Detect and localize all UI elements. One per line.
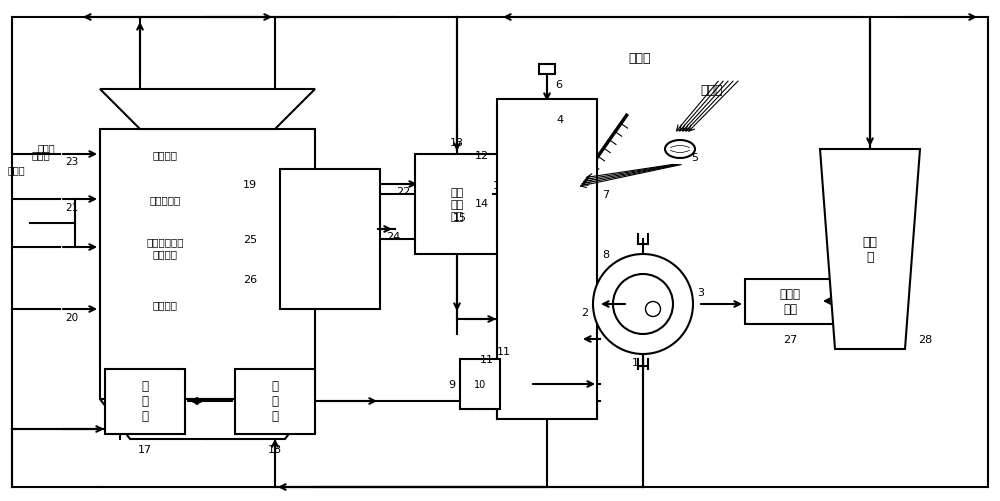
Text: 烟煤、污泥、
废气分解: 烟煤、污泥、 废气分解: [146, 237, 184, 259]
Bar: [415, 155, 500, 255]
Text: 燃尽风: 燃尽风: [8, 165, 26, 175]
Text: 22: 22: [396, 187, 410, 196]
Text: 5: 5: [692, 153, 698, 163]
Text: 11: 11: [480, 354, 494, 364]
Circle shape: [593, 255, 693, 354]
Text: 11: 11: [497, 346, 511, 356]
Text: 冷凝
回水
装置: 冷凝 回水 装置: [450, 188, 464, 221]
Text: 24: 24: [386, 231, 400, 241]
Text: 12: 12: [475, 151, 489, 161]
Bar: [497, 100, 597, 419]
Text: 23: 23: [65, 157, 79, 167]
Text: 磨
煤
机: 磨 煤 机: [272, 380, 279, 423]
Text: 烟煤着火: 烟煤着火: [153, 300, 178, 310]
Text: 13: 13: [450, 138, 464, 148]
Polygon shape: [100, 90, 315, 130]
Text: 燃尽风: 燃尽风: [31, 150, 50, 160]
Text: 21: 21: [65, 202, 79, 212]
Text: 燃烧燃尽: 燃烧燃尽: [153, 150, 178, 160]
Text: 水净化
装置: 水净化 装置: [779, 288, 800, 315]
Text: 7: 7: [602, 189, 609, 199]
Bar: [100, 130, 315, 399]
Text: 26: 26: [243, 275, 257, 285]
Text: 10: 10: [474, 379, 486, 389]
Text: 18: 18: [268, 444, 282, 454]
Text: 16: 16: [602, 326, 616, 336]
Text: 冷却
塔: 冷却 塔: [862, 235, 878, 264]
Text: 25: 25: [243, 234, 257, 244]
Bar: [235, 369, 315, 434]
Text: 27: 27: [783, 334, 797, 344]
Text: 太阳光: 太阳光: [701, 83, 723, 96]
Text: 12: 12: [493, 181, 507, 190]
Bar: [539, 65, 555, 75]
Polygon shape: [820, 150, 920, 349]
Text: 9: 9: [448, 379, 456, 389]
Text: 14: 14: [475, 198, 489, 208]
Text: 28: 28: [918, 334, 932, 344]
Bar: [745, 280, 835, 324]
Bar: [280, 170, 380, 310]
Text: 20: 20: [65, 313, 79, 322]
Text: 6: 6: [555, 80, 562, 90]
Text: 1: 1: [632, 357, 639, 367]
Text: 燃尽风: 燃尽风: [37, 143, 55, 153]
Text: 17: 17: [138, 444, 152, 454]
Text: 磨
煤
机: 磨 煤 机: [142, 380, 149, 423]
Text: 8: 8: [602, 249, 609, 260]
Bar: [460, 359, 500, 409]
Text: 19: 19: [243, 180, 257, 189]
Polygon shape: [100, 399, 315, 439]
Text: 15: 15: [453, 212, 467, 222]
Text: 废气热分解: 废气热分解: [149, 194, 181, 204]
Text: 3: 3: [698, 288, 704, 298]
Text: 太阳光: 太阳光: [629, 52, 651, 64]
Bar: [105, 369, 185, 434]
Text: 2: 2: [581, 308, 589, 317]
Text: 4: 4: [556, 115, 564, 125]
